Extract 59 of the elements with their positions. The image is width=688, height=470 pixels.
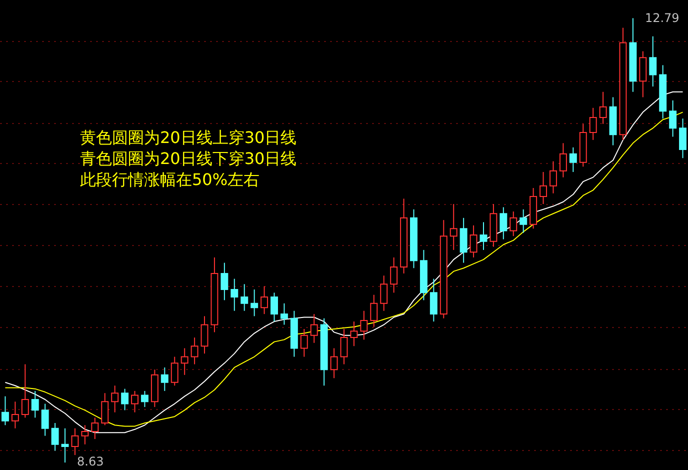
candlestick bbox=[230, 278, 238, 312]
candlestick bbox=[131, 390, 138, 413]
candlestick bbox=[589, 107, 597, 140]
candlestick bbox=[140, 390, 148, 408]
candlestick bbox=[31, 390, 39, 418]
candlestick bbox=[350, 321, 358, 347]
candlestick bbox=[380, 275, 388, 312]
candlestick bbox=[260, 286, 268, 315]
candlestick bbox=[121, 388, 129, 411]
candlestick bbox=[679, 118, 687, 159]
candlestick bbox=[390, 256, 398, 294]
candlestick bbox=[430, 278, 438, 322]
candlestick bbox=[280, 302, 288, 326]
candlestick bbox=[540, 171, 548, 205]
candlestick bbox=[460, 217, 468, 264]
candlestick bbox=[639, 50, 647, 98]
candlestick bbox=[190, 337, 198, 365]
candlestick bbox=[310, 314, 318, 344]
candlestick bbox=[370, 294, 378, 328]
candlestick bbox=[1, 396, 9, 426]
candlestick bbox=[11, 401, 19, 429]
candlestick bbox=[111, 385, 119, 413]
candlestick bbox=[300, 328, 308, 358]
candlestick bbox=[649, 36, 657, 88]
candlestick bbox=[170, 356, 178, 386]
candlestick bbox=[500, 206, 508, 240]
candlestick bbox=[450, 204, 458, 250]
candlestick bbox=[240, 284, 248, 312]
candlestick bbox=[360, 310, 368, 340]
candlestick bbox=[41, 403, 49, 436]
annotation: 8.63 bbox=[77, 454, 104, 469]
candlestick bbox=[330, 348, 338, 379]
candlestick bbox=[510, 211, 518, 237]
candlestick bbox=[599, 91, 607, 124]
candlestick bbox=[270, 292, 278, 322]
candlestick bbox=[559, 142, 567, 178]
annotation: 此段行情涨幅在50%左右 bbox=[80, 170, 260, 189]
candlestick bbox=[470, 224, 478, 258]
candlestick bbox=[101, 392, 109, 426]
annotation: 12.79 bbox=[644, 11, 680, 26]
candlestick bbox=[61, 428, 69, 464]
candlestick bbox=[480, 222, 488, 250]
candlestick bbox=[200, 316, 208, 354]
candlestick bbox=[160, 366, 168, 392]
candlestick bbox=[21, 364, 29, 418]
candlestick bbox=[71, 428, 79, 456]
candlestick bbox=[550, 160, 557, 194]
candlestick bbox=[569, 146, 577, 172]
candlestick bbox=[81, 424, 89, 445]
annotation: 青色圆圈为20日线下穿30日线 bbox=[80, 149, 297, 168]
candlestick bbox=[340, 328, 348, 365]
candlestick bbox=[250, 288, 258, 317]
candlestick bbox=[180, 348, 188, 376]
candlestick bbox=[520, 208, 528, 234]
candlestick bbox=[51, 422, 59, 452]
annotation: 黄色圆圈为20日线上穿30日线 bbox=[80, 128, 297, 147]
candlestick bbox=[220, 262, 228, 301]
candlestick bbox=[91, 417, 99, 440]
candlestick bbox=[669, 100, 677, 138]
